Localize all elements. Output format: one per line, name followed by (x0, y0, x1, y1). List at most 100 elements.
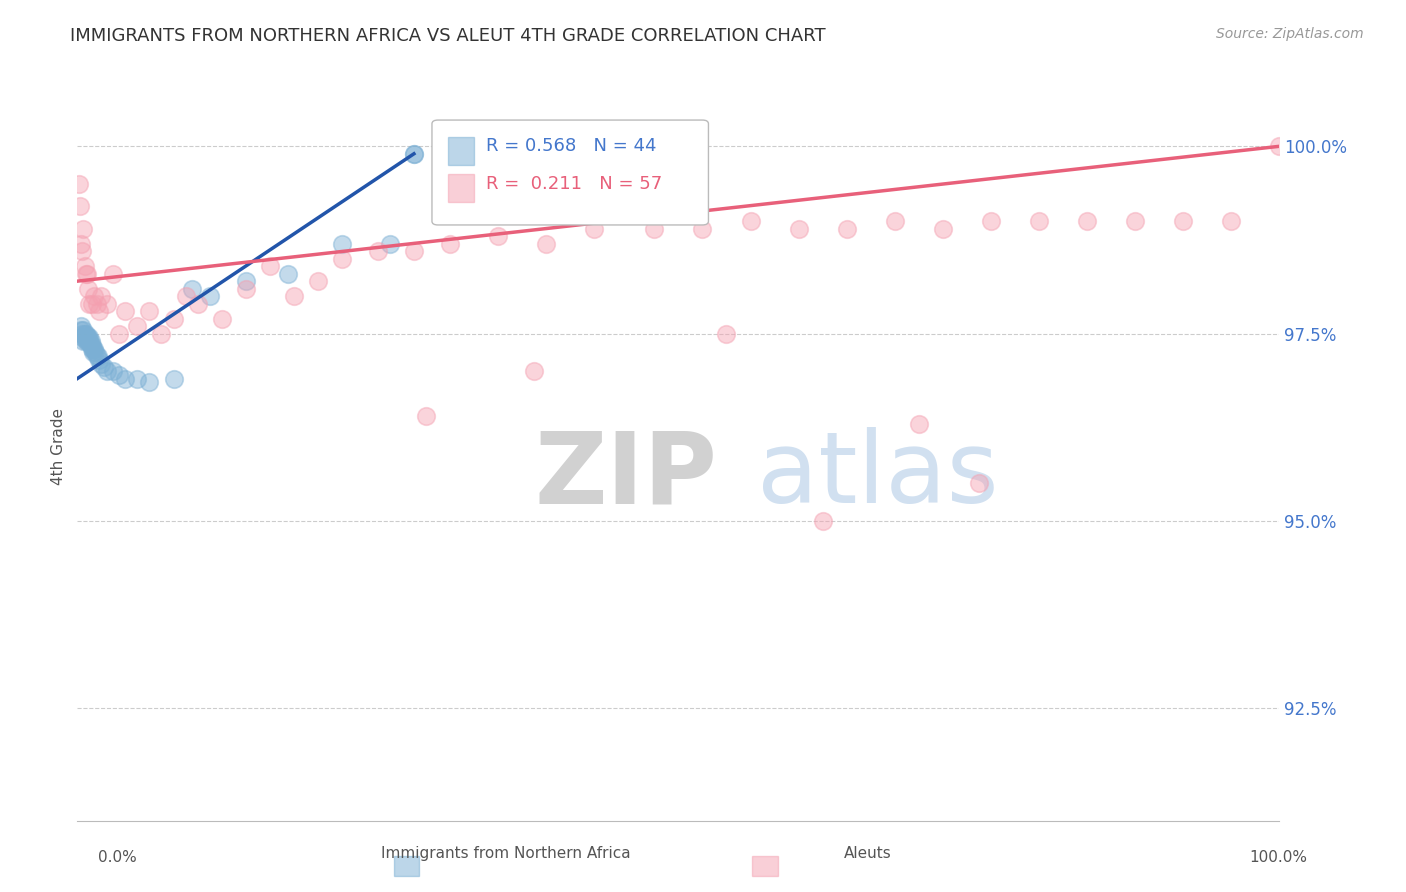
Point (82, 345, 104, 359)
Point (87, 349, 110, 363)
Point (740, 214, 762, 228)
Point (1268, 139, 1291, 153)
Point (211, 311, 233, 326)
Point (1123, 214, 1146, 228)
Point (716, 326, 738, 341)
Point (811, 514, 834, 528)
Point (86, 296, 108, 310)
Point (84, 345, 107, 359)
Point (835, 221, 858, 235)
Point (402, 244, 425, 259)
Point (103, 267, 125, 281)
Text: 0.0%: 0.0% (98, 850, 138, 865)
Point (72, 334, 94, 348)
Point (1220, 214, 1243, 228)
Point (79, 338, 101, 352)
Point (277, 267, 299, 281)
Text: atlas: atlas (756, 427, 998, 524)
Point (73, 330, 96, 344)
Point (235, 274, 257, 288)
Point (114, 371, 136, 385)
Point (70, 330, 93, 344)
Point (908, 417, 931, 431)
Point (70, 326, 93, 341)
Point (96, 296, 118, 310)
Point (114, 304, 136, 318)
Point (73, 326, 96, 341)
Point (378, 236, 401, 251)
Point (439, 236, 461, 251)
Point (883, 214, 905, 228)
Point (75, 326, 97, 341)
Point (787, 221, 810, 235)
Point (330, 236, 353, 251)
Point (96, 364, 118, 378)
Point (174, 289, 197, 303)
Point (198, 289, 221, 303)
Point (77, 334, 100, 348)
Point (70, 323, 93, 337)
Point (90, 357, 112, 371)
Point (180, 282, 202, 296)
Point (534, 236, 557, 251)
Point (83, 289, 105, 303)
Bar (447, 136, 474, 165)
Point (69, 199, 91, 213)
Point (415, 409, 437, 423)
Point (150, 326, 173, 341)
Point (259, 259, 281, 273)
Point (79, 334, 101, 348)
Point (70, 319, 93, 334)
Point (643, 221, 665, 235)
Point (402, 146, 425, 161)
Point (103, 364, 125, 378)
Point (583, 221, 606, 235)
Point (72, 323, 94, 337)
Point (1028, 214, 1050, 228)
Point (402, 146, 425, 161)
FancyBboxPatch shape (432, 120, 709, 225)
Point (80, 342, 103, 356)
Point (108, 368, 131, 382)
Point (367, 244, 389, 259)
Point (87, 352, 110, 367)
Point (83, 342, 105, 356)
Point (77, 282, 100, 296)
Point (1173, 214, 1195, 228)
Point (932, 221, 955, 235)
Point (76, 267, 98, 281)
Point (79, 330, 101, 344)
Text: Aleuts: Aleuts (844, 846, 891, 861)
Y-axis label: 4th Grade: 4th Grade (51, 408, 66, 484)
Point (77, 330, 100, 344)
Point (79, 296, 101, 310)
Point (93, 360, 115, 375)
Point (80, 296, 103, 310)
Bar (447, 174, 474, 202)
Point (86, 349, 108, 363)
Point (138, 304, 160, 318)
Point (235, 282, 257, 296)
Point (80, 338, 103, 352)
Point (186, 296, 209, 310)
Point (127, 371, 149, 385)
Text: R = 0.568   N = 44: R = 0.568 N = 44 (486, 137, 657, 155)
Point (76, 334, 98, 348)
Point (75, 334, 97, 348)
Point (692, 221, 714, 235)
Point (1076, 214, 1098, 228)
Point (90, 289, 112, 303)
Point (523, 364, 546, 378)
Point (75, 267, 97, 281)
Point (307, 274, 329, 288)
Text: R =  0.211   N = 57: R = 0.211 N = 57 (486, 175, 662, 193)
Text: Source: ZipAtlas.com: Source: ZipAtlas.com (1216, 27, 1364, 41)
Text: 100.0%: 100.0% (1250, 850, 1308, 865)
Text: IMMIGRANTS FROM NORTHERN AFRICA VS ALEUT 4TH GRADE CORRELATION CHART: IMMIGRANTS FROM NORTHERN AFRICA VS ALEUT… (70, 27, 825, 45)
Point (73, 259, 96, 273)
Point (108, 326, 131, 341)
Point (283, 289, 305, 303)
Point (67, 177, 90, 191)
Text: Immigrants from Northern Africa: Immigrants from Northern Africa (381, 846, 631, 861)
Point (127, 319, 149, 334)
